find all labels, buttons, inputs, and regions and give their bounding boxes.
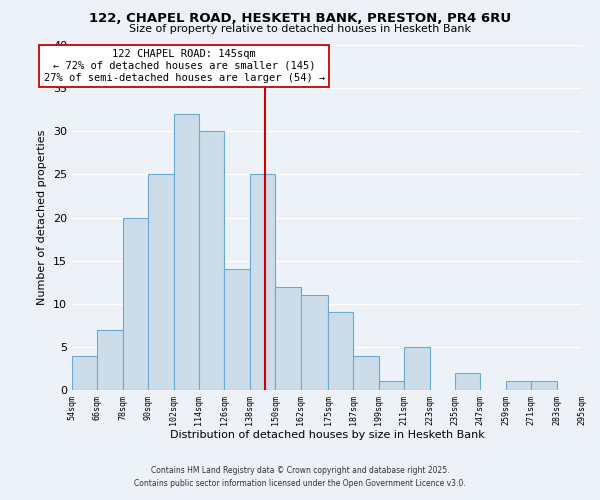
Bar [148,174,173,390]
Bar [224,269,250,390]
Bar [72,356,97,390]
Bar [379,382,404,390]
Bar [97,330,123,390]
Bar [123,218,148,390]
Bar [275,286,301,390]
Text: Contains HM Land Registry data © Crown copyright and database right 2025.
Contai: Contains HM Land Registry data © Crown c… [134,466,466,487]
Text: 122, CHAPEL ROAD, HESKETH BANK, PRESTON, PR4 6RU: 122, CHAPEL ROAD, HESKETH BANK, PRESTON,… [89,12,511,26]
Bar [199,131,224,390]
Text: 122 CHAPEL ROAD: 145sqm
← 72% of detached houses are smaller (145)
27% of semi-d: 122 CHAPEL ROAD: 145sqm ← 72% of detache… [44,50,325,82]
Bar [301,295,328,390]
Bar [506,382,531,390]
Text: Size of property relative to detached houses in Hesketh Bank: Size of property relative to detached ho… [129,24,471,34]
Bar [353,356,379,390]
X-axis label: Distribution of detached houses by size in Hesketh Bank: Distribution of detached houses by size … [170,430,484,440]
Bar [173,114,199,390]
Bar [531,382,557,390]
Bar [250,174,275,390]
Y-axis label: Number of detached properties: Number of detached properties [37,130,47,305]
Bar [404,347,430,390]
Bar [328,312,353,390]
Bar [455,373,481,390]
